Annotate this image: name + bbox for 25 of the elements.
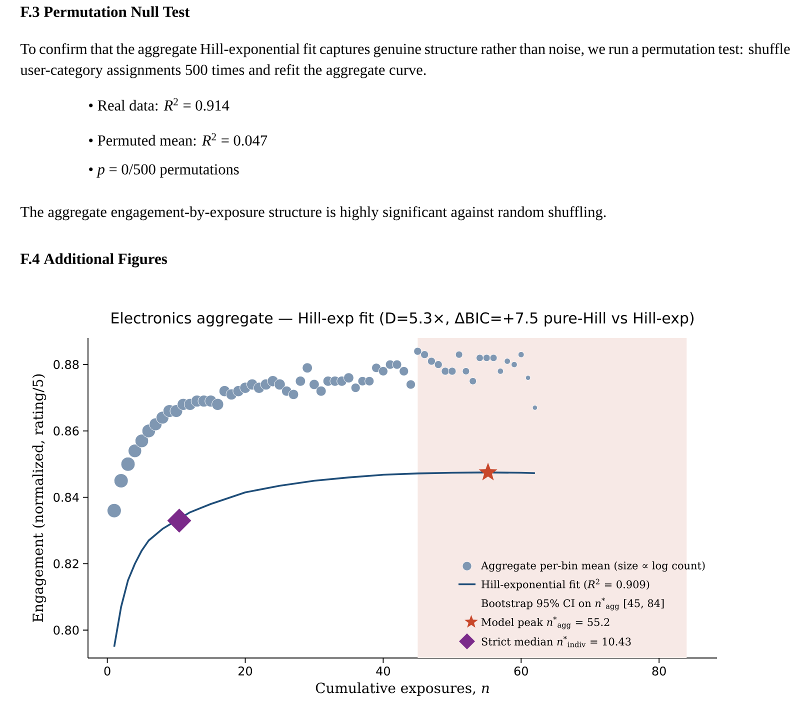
chart-title: Electronics aggregate — Hill-exp fit (D=5.3×, ΔBIC=+7.5 pure-Hill vs Hill-exp) (112, 312, 694, 327)
x-tick-label: 20 (238, 666, 252, 676)
y-axis-title: Engagement (normalized, rating/5) (32, 374, 46, 622)
band-label: Bootstrap 95% CI on n$^{*}$$_{agg}$ [45, 84] (482, 598, 664, 610)
text: • Real data: R$^{2}$ = 0.914 (89, 98, 230, 111)
text: F.4 Additional Figures (20, 253, 167, 268)
y-tick-label: 0.84 (54, 492, 79, 502)
legend-label: Hill-exponential fit (R$^{2}$ = 0.909) (482, 578, 650, 590)
x-tick-label: 80 (652, 666, 666, 676)
text: F.3 Permutation Null Test (20, 6, 190, 18)
y-tick-label: 0.88 (54, 360, 79, 370)
legend-label: Model peak n$^{*}$$_{agg}$ = 55.2 (482, 616, 610, 630)
x-axis-title: Cumulative exposures, n (316, 682, 489, 696)
text: • Permuted mean: R$^{2}$ = 0.047 (89, 133, 268, 146)
legend-label: Strict median n$^{*}$$_{indiv}$ = 10.43 (482, 636, 631, 648)
y-tick-label: 0.86 (54, 426, 79, 436)
x-tick-label: 0 (104, 666, 110, 676)
legend-label: Aggregate per-bin mean (size ∝ log count) (480, 561, 705, 572)
x-tick-label: 60 (514, 666, 528, 676)
y-tick-label: 0.80 (54, 626, 79, 635)
y-tick-label: 0.82 (54, 559, 78, 568)
text: • p = 0/500 permutations (89, 164, 239, 178)
text: The aggregate engagement-by-exposure structure is highly significant against random shuffling. (20, 206, 606, 220)
x-tick-label: 40 (376, 666, 390, 676)
text: To confirm that the aggregate Hill-exponential fit captures genuine structure rather than noise, we run a permutation test: shuffle user-category assignments 500 times and refit the aggregate curve. (20, 43, 790, 78)
